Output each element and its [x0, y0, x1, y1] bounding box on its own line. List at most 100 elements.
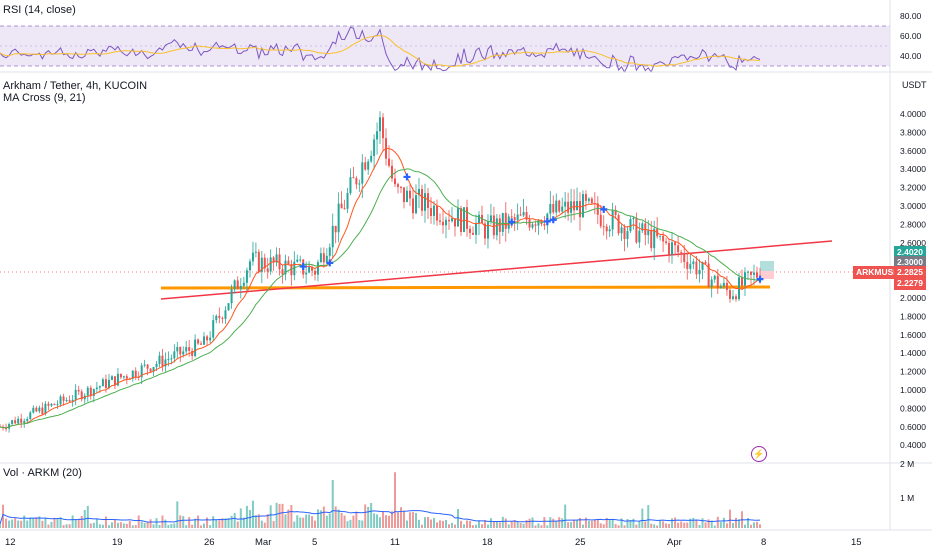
- candle-down: [534, 224, 537, 226]
- volume-bar: [525, 520, 528, 528]
- volume-bar: [71, 515, 74, 528]
- candle-up: [647, 230, 650, 236]
- volume-bar: [206, 517, 209, 528]
- volume-bar: [460, 520, 462, 528]
- position-target-zone[interactable]: [760, 261, 774, 271]
- volume-title[interactable]: Vol · ARKM (20): [3, 467, 82, 479]
- volume-bar: [519, 522, 522, 528]
- volume-bar: [433, 517, 435, 528]
- position-stop-zone[interactable]: [760, 271, 774, 279]
- volume-bar: [546, 525, 549, 528]
- volume-bar: [0, 524, 1, 528]
- volume-bar: [492, 521, 495, 528]
- candle-down: [466, 207, 468, 229]
- candle-down: [397, 184, 399, 187]
- candle-up: [38, 407, 41, 412]
- lightning-icon[interactable]: ⚡: [751, 446, 767, 462]
- volume-bar: [540, 525, 543, 528]
- volume-bar: [385, 515, 387, 528]
- candle-up: [358, 183, 361, 185]
- volume-bar: [725, 523, 728, 528]
- candle-up: [319, 253, 322, 263]
- candle-down: [412, 198, 414, 214]
- volume-bar: [158, 524, 161, 528]
- volume-bar: [430, 519, 432, 528]
- volume-bar: [188, 517, 191, 528]
- support-line[interactable]: [160, 285, 771, 290]
- volume-bar: [409, 512, 411, 528]
- candle-down: [668, 243, 671, 255]
- rsi-pane: 80.00 60.00 40.00: [0, 11, 922, 74]
- candle-down: [695, 261, 698, 275]
- volume-bar: [504, 518, 507, 528]
- candle-up: [296, 259, 299, 262]
- candle-up: [17, 418, 20, 424]
- volume-bar: [549, 517, 552, 528]
- ma-cross-label[interactable]: MA Cross (9, 21): [3, 92, 86, 104]
- volume-bar: [8, 520, 11, 528]
- candle-up: [170, 358, 173, 360]
- volume-bar: [626, 518, 629, 528]
- price-tick-label: 1.2000: [900, 367, 926, 377]
- volume-bar: [281, 503, 284, 528]
- candle-up: [284, 260, 287, 275]
- volume-bar: [641, 508, 644, 528]
- price-tick-label: 3.6000: [900, 146, 926, 156]
- candle-down: [460, 208, 462, 232]
- volume-bar: [552, 518, 555, 528]
- chart-title[interactable]: Arkham / Tether, 4h, KUCOIN: [3, 80, 148, 92]
- volume-bar: [564, 504, 567, 528]
- currency-label[interactable]: USDT: [902, 80, 927, 90]
- volume-bar: [716, 516, 719, 528]
- volume-bar: [576, 520, 579, 528]
- candle-down: [257, 251, 260, 273]
- rsi-title[interactable]: RSI (14, close): [3, 4, 76, 16]
- candle-down: [677, 245, 680, 253]
- candle-down: [579, 201, 581, 218]
- candle-up: [689, 264, 692, 269]
- volume-ma-line: [0, 510, 761, 525]
- candle-down: [704, 261, 707, 264]
- volume-bar: [269, 505, 272, 528]
- candle-down: [236, 280, 239, 290]
- volume-bar: [738, 519, 740, 528]
- volume-bar: [263, 522, 266, 528]
- rsi-level-60: 60.00: [900, 31, 922, 41]
- candle-up: [56, 404, 59, 406]
- volume-bar: [388, 515, 390, 528]
- volume-bar: [686, 522, 689, 528]
- volume-bar: [531, 517, 534, 528]
- candle-down: [125, 376, 128, 379]
- candle-down: [543, 224, 546, 226]
- volume-bar: [510, 521, 513, 528]
- volume-bar: [424, 517, 426, 528]
- candle-up: [107, 379, 110, 388]
- candle-down: [20, 418, 23, 423]
- candle-down: [188, 347, 191, 351]
- volume-bar: [221, 518, 224, 528]
- volume-bar: [451, 522, 453, 528]
- time-axis[interactable]: 12 19 26 Mar 5 11 18 25 Apr 8 15: [5, 537, 862, 548]
- candle-down: [263, 257, 266, 269]
- volume-bar: [735, 517, 737, 528]
- volume-bar: [713, 525, 716, 528]
- candle-up: [653, 228, 656, 249]
- stop-price-tag: 2.2279: [894, 277, 926, 290]
- volume-bar: [308, 514, 311, 528]
- volume-bar: [584, 517, 587, 528]
- volume-bar: [590, 520, 593, 528]
- candle-up: [101, 379, 104, 387]
- candle-down: [552, 203, 555, 213]
- volume-bar: [644, 521, 647, 528]
- volume-bar: [602, 524, 605, 528]
- volume-bar: [239, 508, 242, 528]
- candle-down: [484, 223, 486, 239]
- volume-bar: [689, 518, 692, 528]
- volume-bar: [233, 512, 236, 528]
- trend-line[interactable]: [160, 240, 833, 300]
- candle-up: [44, 403, 47, 415]
- volume-bar: [35, 517, 38, 528]
- candle-down: [146, 364, 149, 369]
- candle-down: [149, 368, 152, 372]
